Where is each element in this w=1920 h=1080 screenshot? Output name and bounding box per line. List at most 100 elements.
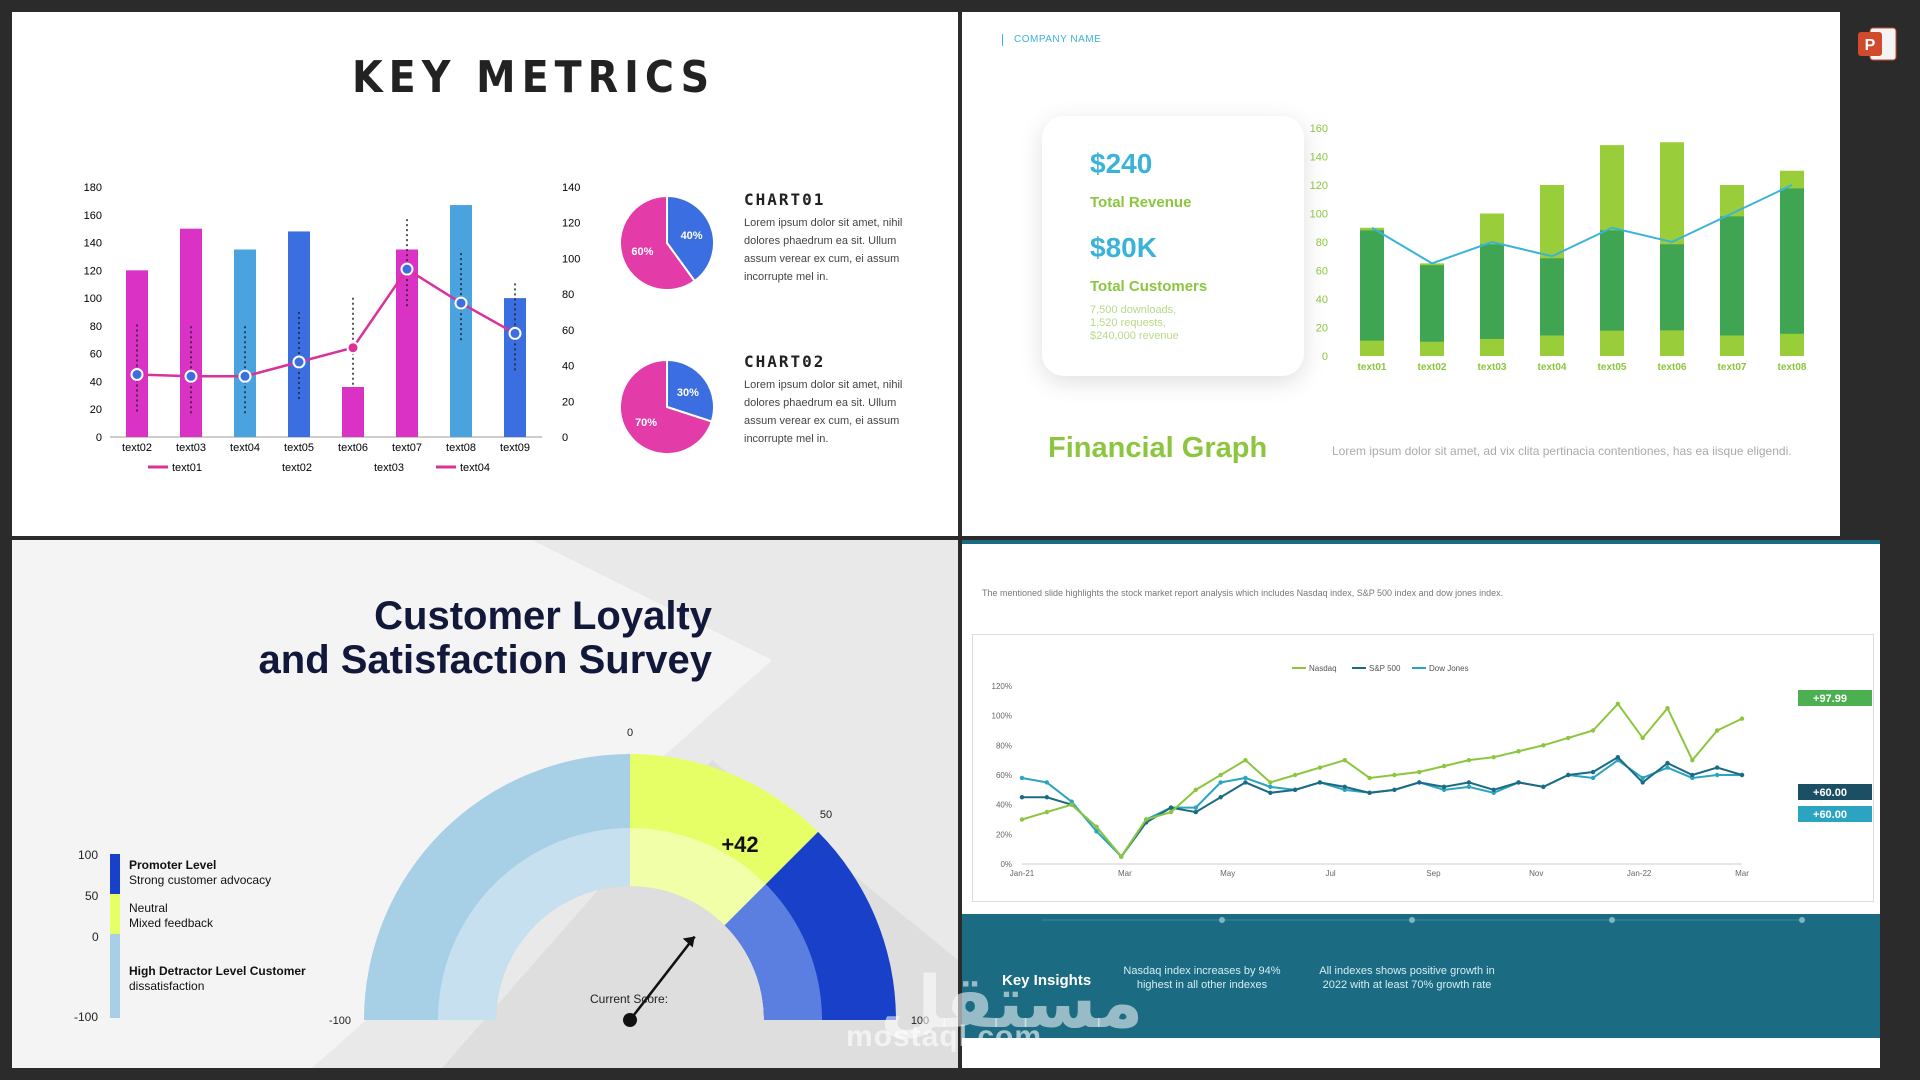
series-point: [1019, 775, 1025, 781]
legend-label: Nasdaq: [1309, 664, 1337, 673]
series-point: [1193, 809, 1198, 815]
annotation-label: +97.99: [1813, 693, 1847, 705]
stock-line-chart: Nasdaq S&P 500 Dow Jones 0% 20% 40% 60% 80% 100%…: [992, 664, 1872, 878]
legend-label: text04: [460, 462, 490, 474]
series-point: [1193, 787, 1198, 793]
level-promoter-desc: Strong customer advocacy: [129, 873, 272, 887]
pie-slice: [666, 358, 715, 423]
y-tick-label: 20: [90, 404, 102, 416]
y-tick-label: 0: [96, 432, 102, 444]
y-tick-label: 40: [90, 376, 102, 388]
legend-label: text01: [172, 462, 202, 474]
series-point: [1640, 780, 1645, 785]
series-point: [1268, 784, 1273, 790]
pie-label: 70%: [635, 417, 657, 429]
series-point: [1069, 802, 1074, 807]
line-point: [346, 341, 360, 355]
pie-slice: [619, 194, 697, 291]
y-tick-label: 140: [1310, 152, 1328, 164]
line-point: [454, 296, 468, 310]
insights-connector: [1042, 917, 1805, 923]
y-tick-label: 40: [1316, 294, 1328, 306]
y-tick-label: 0: [1322, 351, 1328, 363]
series-point: [1044, 795, 1050, 800]
stock-description: The mentioned slide highlights the stock…: [982, 588, 1504, 598]
x-tick-label: text05: [284, 442, 314, 454]
financial-chart: 0 20 40 60 80 100 120 140 160 text01 text02 text03 t…: [1310, 123, 1807, 373]
x-tick-label: text04: [230, 442, 260, 454]
series-point: [1019, 795, 1025, 800]
series-point: [1516, 749, 1521, 754]
series-point: [1714, 728, 1720, 733]
series-point: [1714, 772, 1720, 778]
y-tick-label: 120: [84, 265, 102, 277]
series-point: [1218, 772, 1223, 778]
bar-segment: [1360, 230, 1384, 341]
series-point: [1243, 780, 1248, 785]
bar-segment: [1420, 265, 1444, 342]
x-tick-label: text07: [1718, 362, 1747, 373]
series-point: [1441, 763, 1447, 769]
pie-slice: [666, 194, 715, 283]
bar-segment: [1660, 244, 1684, 331]
series-point: [1417, 769, 1422, 775]
x-tick-label: text02: [122, 442, 152, 454]
bar: [450, 205, 472, 437]
scale-detractor-bar: [110, 934, 120, 1018]
graph-description: Lorem ipsum dolor sit amet, ad vix clita…: [1332, 444, 1792, 458]
series-point: [1516, 780, 1521, 785]
series-point: [1615, 755, 1621, 760]
y2-tick-label: 20: [562, 396, 574, 408]
y2-tick-label: 80: [562, 289, 574, 301]
gauge-inner-neutral: [630, 828, 766, 926]
series-point: [1094, 829, 1099, 834]
series-point: [1640, 735, 1645, 741]
y-tick-label: 180: [84, 182, 102, 194]
series-point: [1566, 772, 1571, 778]
gauge-inner-detractor: [438, 828, 630, 1020]
bar-segment: [1600, 230, 1624, 331]
annotation-label: +60.00: [1813, 809, 1847, 821]
bar-segment: [1780, 188, 1804, 334]
customers-value: $80K: [1090, 232, 1157, 263]
series-point: [1119, 854, 1124, 859]
y-tick-label: 120: [1310, 180, 1328, 192]
y-tick-label: 160: [84, 210, 102, 222]
level-promoter: Promoter Level Strong customer advocacy: [129, 858, 271, 888]
y-tick-label: 80%: [996, 741, 1012, 750]
series-point: [1541, 784, 1546, 790]
series-point: [1690, 772, 1695, 778]
series-point: [1218, 780, 1223, 785]
series-point: [1665, 760, 1670, 766]
scale-minus-100: -100: [74, 1010, 99, 1024]
company-divider: [1002, 34, 1003, 46]
scale-promoter-bar: [110, 854, 120, 894]
pie-label: 30%: [677, 387, 699, 399]
bar-segment: [1540, 258, 1564, 336]
x-tick-label: text06: [338, 442, 368, 454]
series-point: [1665, 765, 1670, 770]
chart1-text: Lorem ipsum dolor sit amet, nihil dolore…: [744, 217, 903, 283]
x-tick-label: Jan-21: [1010, 869, 1035, 878]
series-point: [1044, 809, 1050, 815]
gauge-inner-promoter: [724, 884, 822, 1020]
y-tick-label: 40%: [996, 801, 1012, 810]
legend-label: text02: [282, 462, 312, 474]
series-point: [1714, 765, 1720, 770]
gauge-needle-head: [682, 936, 695, 948]
series-point: [1491, 755, 1496, 760]
slide-financial: COMPANY NAME $240 Total Revenue $80K Tot…: [962, 12, 1840, 536]
slide-survey: Customer Loyalty and Satisfaction Survey…: [12, 540, 958, 1068]
series-point: [1168, 809, 1174, 815]
x-tick-label: text09: [500, 442, 530, 454]
gauge-tick-label: -100: [329, 1015, 351, 1027]
line-point: [130, 368, 144, 381]
gauge-tick-label: 100: [911, 1015, 929, 1027]
pie-chart-1: 40% 60%: [619, 194, 715, 291]
series-point: [1541, 743, 1546, 748]
series-point: [1566, 735, 1571, 741]
watermark-arabic: مستقل: [880, 960, 1144, 1044]
svg-text:P: P: [1865, 37, 1876, 54]
stat-revenue: $240,000 revenue: [1090, 330, 1179, 342]
series-point: [1491, 787, 1496, 793]
